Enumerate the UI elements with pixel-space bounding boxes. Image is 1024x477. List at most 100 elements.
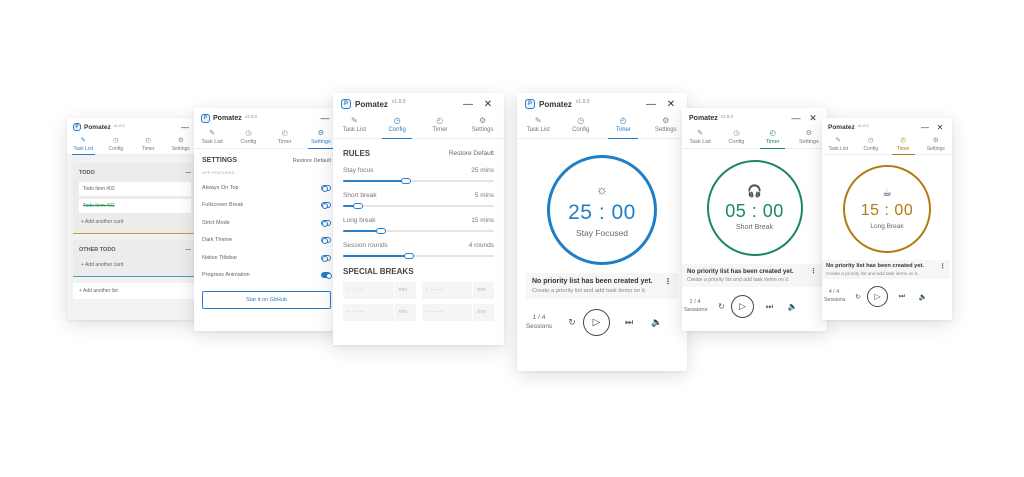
priority-title: No priority list has been created yet. [826,263,924,269]
priority-list-card[interactable]: No priority list has been created yet. C… [682,264,822,287]
toggle-switch[interactable] [321,219,331,227]
skip-icon[interactable]: ⏭ [765,301,774,311]
titlebar[interactable]: P Pomatez v1.0.0 — ✕ [517,93,687,115]
priority-list-card[interactable]: No priority list has been created yet. C… [822,260,950,279]
tab-settings[interactable]: ⚙ Settings [471,116,494,134]
minimize-button[interactable]: — [646,98,656,110]
tab-timer[interactable]: ◴ Timer [277,130,292,145]
titlebar[interactable]: P Pomatez v1.0.0 — [67,118,197,136]
play-icon: ▷ [592,317,601,328]
restore-default-button[interactable]: Restore Default [292,157,331,164]
toggle-switch[interactable] [321,254,331,262]
minimize-button[interactable]: — [921,122,929,132]
add-list-button[interactable]: + Add another list [73,283,197,299]
tab-config[interactable]: ◷ Config [376,115,419,139]
tab-task-list[interactable]: ✎ Task List [689,130,711,145]
slider-thumb[interactable] [401,177,412,184]
special-break-field[interactable]: -- : -- -- min [343,282,416,299]
tab-config[interactable]: ◷ Config [863,137,878,152]
add-card-button[interactable]: + Add another card [81,262,124,268]
task-card[interactable]: Todo Item #02 [79,182,191,196]
more-options-icon[interactable]: ⋮ [939,263,947,270]
close-button[interactable]: ✕ [666,98,676,110]
tab-settings[interactable]: ⚙ Settings [171,137,190,152]
window-timer-short-break: Pomatez v1.0.0 — ✕ ✎ Task List ◷ Config ◴ T… [682,108,827,331]
window-settings: P Pomatez v1.0.0 — ✎ Task List ◷ Config ◴ T… [194,108,339,331]
special-break-field[interactable]: -- : -- -- min [343,304,416,321]
volume-icon[interactable]: 🔈 [787,302,798,311]
special-break-field[interactable]: -- : -- -- min [421,304,494,321]
titlebar[interactable]: Pomatez v1.0.0 — ✕ [682,108,827,128]
close-button[interactable]: ✕ [809,112,817,123]
slider-thumb[interactable] [353,202,364,209]
star-on-github-button[interactable]: Star it on GitHub [202,291,331,309]
tab-config[interactable]: ◷ Config [728,130,745,145]
toggle-switch[interactable] [321,202,331,210]
reset-icon[interactable]: ↻ [568,317,576,327]
slider-thumb[interactable] [375,227,386,234]
tab-settings[interactable]: ⚙ Settings [654,116,677,134]
toggle-switch-on[interactable] [321,272,332,280]
reset-icon[interactable]: ↻ [855,293,861,301]
tab-task-list[interactable]: ✎ Task List [828,137,848,152]
tab-settings[interactable]: ⚙ Settings [798,130,819,145]
rule-long-break: Long break 15 mins [343,217,494,234]
tab-timer[interactable]: ◴ Timer [602,115,645,139]
session-rounds-slider[interactable] [343,252,494,259]
more-options-icon[interactable]: ⋮ [810,268,817,275]
tab-timer[interactable]: ◴ Timer [887,136,920,155]
tab-task-list[interactable]: ✎ Task List [67,136,100,155]
titlebar[interactable]: Pomatez v1.0.0 — ✕ [822,118,952,136]
tab-task-list[interactable]: ✎ Task List [201,130,223,145]
stay-focus-slider[interactable] [343,177,494,184]
short-break-slider[interactable] [343,202,494,209]
setting-native-titlebar: Native Titlebar [202,249,331,267]
tab-timer[interactable]: ◴ Timer [432,116,448,134]
tab-settings[interactable]: ⚙ Settings [926,137,945,152]
play-icon: ▷ [874,292,881,301]
tab-config[interactable]: ◷ Config [108,137,123,152]
restore-default-button[interactable]: Restore Default [448,150,494,157]
play-button[interactable]: ▷ [731,295,754,318]
slider-thumb[interactable] [404,252,415,259]
task-card-done[interactable]: Todo Item #01 [79,199,191,213]
minimize-button[interactable]: — [320,113,330,123]
more-options-icon[interactable]: ⋮ [664,277,672,286]
titlebar[interactable]: P Pomatez v1.0.0 — ✕ [333,93,504,115]
tab-timer[interactable]: ◴ Timer [755,128,791,149]
titlebar[interactable]: P Pomatez v1.0.0 — [194,108,339,128]
minimize-button[interactable]: — [791,113,801,123]
skip-icon[interactable]: ⏭ [624,317,634,327]
play-button[interactable]: ▷ [583,309,610,336]
minimize-button[interactable]: — [463,98,473,110]
close-button[interactable]: ✕ [483,98,493,110]
special-breaks-title: SPECIAL BREAKS [343,267,414,276]
volume-icon[interactable]: 🔈 [918,293,928,301]
special-break-field[interactable]: -- : -- -- min [421,282,494,299]
list-menu-icon[interactable]: — [185,247,192,253]
timer-icon: ◴ [769,130,776,137]
tab-task-list[interactable]: ✎ Task List [526,116,550,134]
toggle-switch[interactable] [321,237,331,245]
tab-config[interactable]: ◷ Config [240,130,257,145]
add-card-button[interactable]: + Add another card [81,219,124,225]
skip-icon[interactable]: ⏭ [898,292,906,300]
reset-icon[interactable]: ↻ [718,302,725,311]
timer-countdown: 25 : 00 [568,200,636,224]
close-button[interactable]: ✕ [936,122,944,132]
long-break-slider[interactable] [343,227,494,234]
tab-task-list[interactable]: ✎ Task List [342,116,367,134]
tab-config[interactable]: ◷ Config [572,116,590,134]
toggle-switch[interactable] [321,184,331,192]
list-menu-icon[interactable]: — [185,170,192,176]
tab-settings[interactable]: ⚙ Settings [303,128,339,149]
play-button[interactable]: ▷ [867,286,888,307]
app-name: Pomatez [84,123,111,131]
tab-timer[interactable]: ◴ Timer [141,137,155,152]
volume-icon[interactable]: 🔈 [651,317,663,327]
minimize-button[interactable]: — [181,122,189,132]
priority-list-card[interactable]: No priority list has been created yet. C… [526,273,678,299]
edit-icon: ✎ [534,116,542,125]
gear-icon: ⚙ [479,116,487,125]
clock-icon: ◷ [867,137,874,144]
